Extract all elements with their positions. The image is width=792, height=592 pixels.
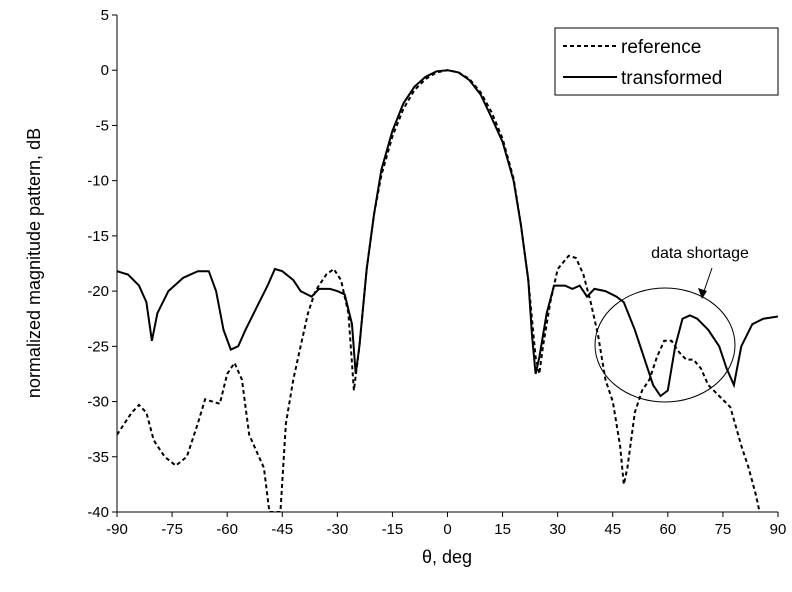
annotation-ellipse <box>594 287 736 403</box>
x-tick-label: 60 <box>659 521 676 538</box>
series-line <box>117 69 778 398</box>
x-tick-label: -60 <box>216 521 238 538</box>
x-tick-label: 90 <box>770 521 787 538</box>
legend-box <box>554 27 779 96</box>
y-tick-label: 5 <box>101 7 109 24</box>
x-tick-label: 15 <box>494 521 511 538</box>
x-tick-label: -90 <box>106 521 128 538</box>
series-line <box>117 69 761 512</box>
x-tick-label: 45 <box>604 521 621 538</box>
y-tick-label: 0 <box>101 62 109 79</box>
y-tick-label: -10 <box>87 173 109 190</box>
y-tick-label: -20 <box>87 283 109 300</box>
y-tick-label: -5 <box>96 117 109 134</box>
x-tick-label: -45 <box>271 521 293 538</box>
x-tick-label: -75 <box>161 521 183 538</box>
x-axis-label: θ, deg <box>422 547 472 567</box>
y-tick-label: -15 <box>87 228 109 245</box>
y-tick-label: -40 <box>87 504 109 521</box>
x-tick-label: -15 <box>382 521 404 538</box>
x-tick-label: -30 <box>326 521 348 538</box>
legend-label: transformed <box>621 68 722 89</box>
x-tick-label: 75 <box>715 521 732 538</box>
annotation: data shortage <box>651 245 749 262</box>
y-tick-label: -30 <box>87 394 109 411</box>
annotation-arrowhead <box>698 288 707 299</box>
y-axis-label: normalized magnitude pattern, dB <box>24 128 44 398</box>
x-tick-label: 30 <box>549 521 566 538</box>
y-tick-label: -25 <box>87 338 109 355</box>
x-tick-label: 0 <box>443 521 451 538</box>
legend-label: reference <box>621 37 701 58</box>
y-tick-label: -35 <box>87 449 109 466</box>
